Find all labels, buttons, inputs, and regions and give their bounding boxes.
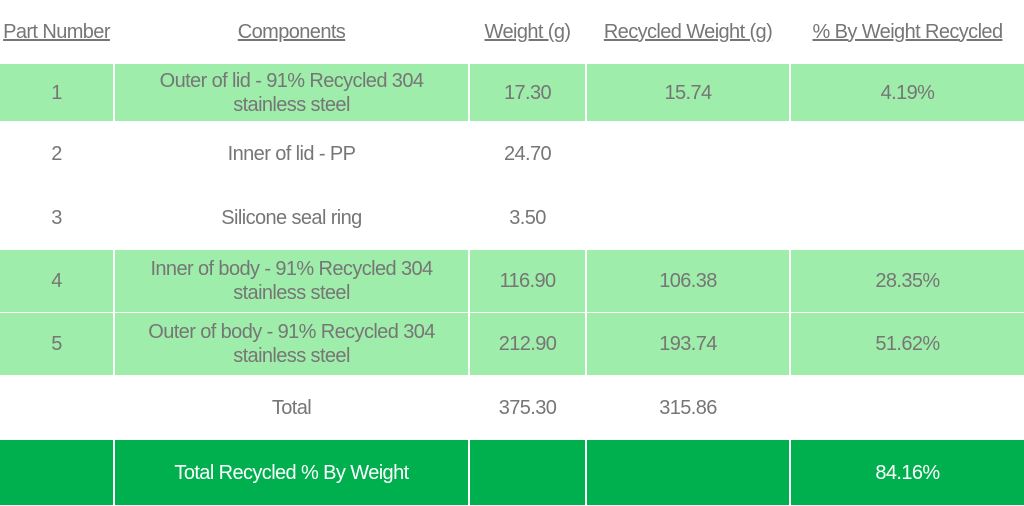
table-cell: 5 <box>0 313 115 376</box>
table-cell <box>0 376 115 440</box>
table-cell: 17.30 <box>470 64 587 122</box>
table-cell <box>470 440 587 506</box>
table-cell: 1 <box>0 64 115 122</box>
table-cell: 51.62% <box>791 313 1024 376</box>
table-cell: 24.70 <box>470 122 587 186</box>
table-cell: 3.50 <box>470 186 587 250</box>
table-cell: 375.30 <box>470 376 587 440</box>
table-cell <box>587 122 791 186</box>
table-cell <box>791 186 1024 250</box>
column-header: Recycled Weight (g) <box>587 0 791 64</box>
table-cell: 28.35% <box>791 250 1024 313</box>
table-cell: Outer of lid - 91% Recycled 304 stainles… <box>115 64 470 122</box>
table-cell <box>791 122 1024 186</box>
table-cell: 212.90 <box>470 313 587 376</box>
table-cell: 4 <box>0 250 115 313</box>
table-cell: 2 <box>0 122 115 186</box>
table-cell: 116.90 <box>470 250 587 313</box>
table-cell <box>587 186 791 250</box>
column-header: Weight (g) <box>470 0 587 64</box>
table-cell: Outer of body - 91% Recycled 304 stainle… <box>115 313 470 376</box>
table-cell: 193.74 <box>587 313 791 376</box>
table-cell: Total <box>115 376 470 440</box>
table-cell: 4.19% <box>791 64 1024 122</box>
table-cell: 84.16% <box>791 440 1024 506</box>
table-cell: 3 <box>0 186 115 250</box>
table-cell <box>587 440 791 506</box>
table-cell: Total Recycled % By Weight <box>115 440 470 506</box>
table-cell <box>0 440 115 506</box>
table-cell: Silicone seal ring <box>115 186 470 250</box>
column-header: % By Weight Recycled <box>791 0 1024 64</box>
table-cell: 315.86 <box>587 376 791 440</box>
table-cell: 106.38 <box>587 250 791 313</box>
table-cell: 15.74 <box>587 64 791 122</box>
table-cell <box>791 376 1024 440</box>
table-cell: Inner of lid - PP <box>115 122 470 186</box>
column-header: Components <box>115 0 470 64</box>
table-cell: Inner of body - 91% Recycled 304 stainle… <box>115 250 470 313</box>
column-header: Part Number <box>0 0 115 64</box>
